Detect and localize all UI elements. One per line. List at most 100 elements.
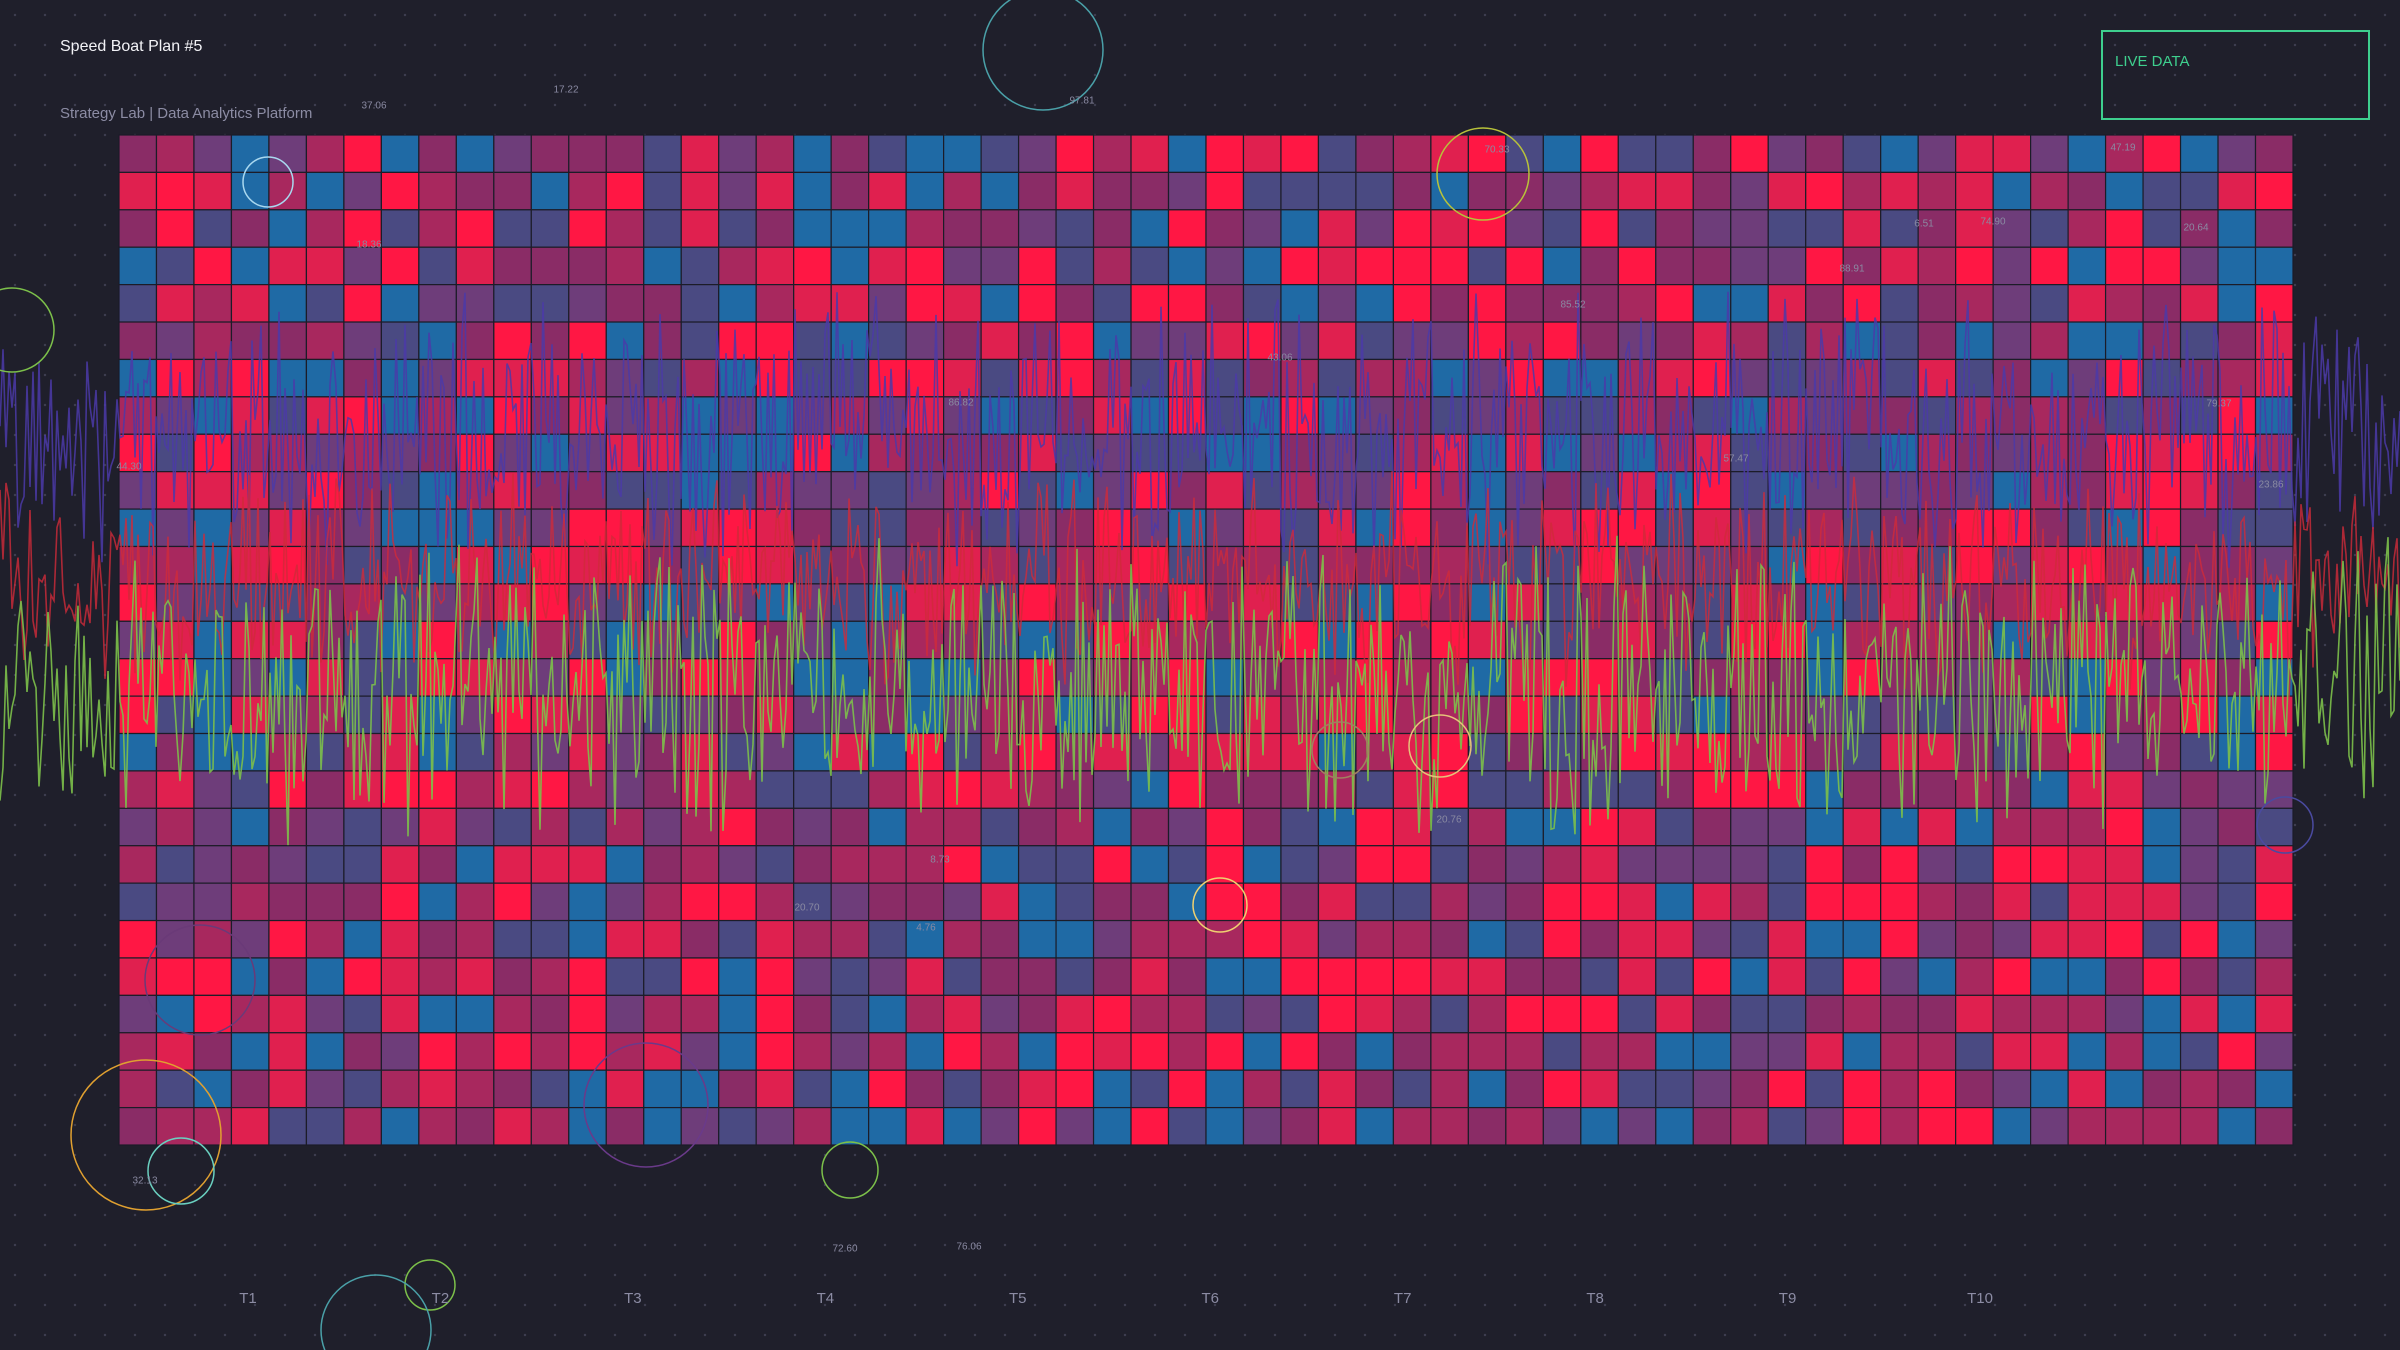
x-label: T5 <box>1009 1290 1027 1307</box>
heat-cell <box>1917 1032 1957 1071</box>
heat-cell <box>1655 358 1694 398</box>
heat-cell <box>455 1069 495 1109</box>
heat-cell <box>793 1106 832 1146</box>
heat-cell <box>118 1069 158 1109</box>
heat-cell <box>1467 770 1507 809</box>
heat-cell <box>2030 321 2069 361</box>
heat-cell <box>1130 284 1170 323</box>
heat-cell <box>2104 845 2144 884</box>
heat-cell <box>1580 1106 1619 1146</box>
heat-cell <box>793 134 832 174</box>
heat-cell <box>1092 807 1132 847</box>
heat-cell <box>1017 770 1057 809</box>
heat-cell <box>1542 134 1582 174</box>
heat-cell <box>980 845 1020 884</box>
heat-cell <box>305 1032 345 1071</box>
heat-cell <box>1355 807 1395 847</box>
heat-cell <box>605 732 645 772</box>
heat-cell <box>1730 919 1769 959</box>
heat-cell <box>2254 994 2294 1034</box>
heat-cell <box>1280 171 1320 211</box>
heat-cell <box>2142 807 2182 847</box>
heat-cell <box>1242 209 1282 248</box>
heat-cell <box>1055 919 1095 959</box>
heat-cell <box>418 1032 457 1071</box>
heat-cell <box>1017 845 1057 884</box>
heat-cell <box>1880 209 1919 248</box>
heat-cell <box>493 845 532 884</box>
heat-cell <box>2179 919 2219 959</box>
heat-cell <box>1430 658 1469 697</box>
heat-cell <box>2217 1032 2257 1071</box>
heat-cell <box>1505 1032 1544 1071</box>
heat-cell <box>2254 770 2294 809</box>
heat-cell <box>1242 882 1282 922</box>
heat-cell <box>1280 134 1320 174</box>
heat-cell <box>943 845 982 884</box>
heat-cell <box>1767 433 1807 473</box>
heat-cell <box>643 321 682 361</box>
heat-cell <box>2030 994 2069 1034</box>
heat-cell <box>2142 321 2182 361</box>
heat-cell <box>1655 1069 1694 1109</box>
heat-cell <box>605 246 645 286</box>
heat-cell <box>905 882 945 922</box>
heat-cell <box>230 882 270 922</box>
heat-cell <box>1767 882 1807 922</box>
heat-cell <box>793 171 832 211</box>
heat-cell <box>605 171 645 211</box>
heat-cell <box>943 1106 982 1146</box>
heat-cell <box>1317 1069 1357 1109</box>
heat-cell <box>1505 845 1544 884</box>
heat-cell <box>1880 620 1919 660</box>
heat-cell <box>1580 545 1619 585</box>
heat-cell <box>305 845 345 884</box>
heat-cell <box>643 134 682 174</box>
heat-cell <box>418 845 457 884</box>
heat-cell <box>793 471 832 510</box>
heat-cell <box>718 882 757 922</box>
heat-cell <box>418 620 457 660</box>
x-label: T2 <box>432 1290 450 1307</box>
heat-cell <box>2030 583 2069 622</box>
heat-cell <box>1505 171 1544 211</box>
heat-cell <box>305 284 345 323</box>
heat-cell <box>2067 358 2107 398</box>
heat-cell <box>1580 321 1619 361</box>
heat-cell <box>1842 171 1882 211</box>
heat-cell <box>493 284 532 323</box>
value-annotation: 44.30 <box>116 462 141 473</box>
heat-cell <box>1280 508 1320 548</box>
heat-cell <box>1842 919 1882 959</box>
heat-cell <box>305 807 345 847</box>
heat-cell <box>1617 209 1657 248</box>
heat-cell <box>343 284 382 323</box>
heat-cell <box>605 1032 645 1071</box>
heat-cell <box>1580 171 1619 211</box>
heat-cell <box>793 807 832 847</box>
heat-cell <box>343 209 382 248</box>
heat-cell <box>830 882 870 922</box>
heat-cell <box>155 246 195 286</box>
heat-cell <box>1655 1106 1694 1146</box>
heat-cell <box>1542 358 1582 398</box>
heat-cell <box>1467 957 1507 996</box>
heat-cell <box>1317 882 1357 922</box>
heat-cell <box>1392 770 1432 809</box>
heat-cell <box>305 358 345 398</box>
heat-cell <box>2142 957 2182 996</box>
heat-cell <box>118 994 158 1034</box>
heat-cell <box>1655 957 1694 996</box>
heat-cell <box>1430 732 1469 772</box>
heat-cell <box>868 957 907 996</box>
heat-cell <box>2030 1032 2069 1071</box>
heat-cell <box>1880 583 1919 622</box>
heat-cell <box>2217 770 2257 809</box>
heat-cell <box>1805 919 1844 959</box>
heat-cell <box>1880 1106 1919 1146</box>
heat-cell <box>2179 770 2219 809</box>
heat-cell <box>1505 957 1544 996</box>
heat-cell <box>455 1032 495 1071</box>
x-label: T7 <box>1394 1290 1412 1307</box>
heat-cell <box>1205 246 1245 286</box>
